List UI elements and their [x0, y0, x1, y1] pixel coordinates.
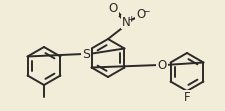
Text: N: N — [121, 16, 130, 29]
Text: −: − — [142, 7, 149, 16]
Text: F: F — [183, 90, 189, 103]
Text: S: S — [82, 48, 90, 60]
Text: O: O — [157, 58, 166, 71]
Text: +: + — [127, 15, 134, 24]
Text: O: O — [136, 8, 145, 21]
Text: O: O — [108, 3, 117, 16]
